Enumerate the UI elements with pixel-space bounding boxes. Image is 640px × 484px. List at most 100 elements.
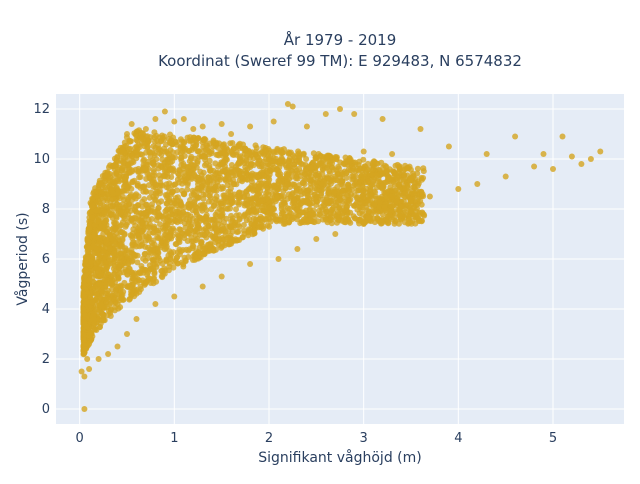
scatter-point (384, 195, 391, 202)
scatter-point (234, 161, 241, 168)
y-tick-label: 6 (42, 252, 50, 267)
scatter-point (86, 225, 93, 232)
scatter-point (205, 174, 212, 181)
scatter-point (285, 213, 292, 220)
scatter-point (280, 210, 287, 217)
y-tick-label: 0 (42, 402, 50, 417)
scatter-point (412, 179, 419, 186)
scatter-point (229, 217, 236, 224)
scatter-point (105, 226, 112, 232)
scatter-point (220, 185, 226, 192)
scatter-point (104, 312, 111, 319)
scatter-point (512, 133, 519, 140)
scatter-point (318, 192, 324, 199)
scatter-point (86, 366, 93, 372)
scatter-point (116, 258, 123, 265)
scatter-point (198, 172, 205, 179)
scatter-point (270, 155, 277, 162)
scatter-point (116, 202, 123, 209)
scatter-point (150, 276, 157, 283)
scatter-point (328, 197, 335, 204)
scatter-point (322, 111, 329, 117)
scatter-point (154, 253, 161, 260)
scatter-point (313, 179, 320, 186)
scatter-point (294, 151, 301, 158)
scatter-point (265, 191, 272, 198)
scatter-point (134, 151, 141, 158)
scatter-point (230, 152, 237, 158)
scatter-point (137, 286, 144, 293)
scatter-point (418, 189, 425, 196)
scatter-point (228, 162, 235, 168)
scatter-point (81, 319, 88, 326)
scatter-point (234, 237, 241, 244)
scatter-point (337, 106, 343, 112)
scatter-point (379, 211, 386, 217)
scatter-point (231, 168, 237, 175)
scatter-point (218, 213, 225, 220)
scatter-point (318, 187, 325, 194)
scatter-point (236, 171, 243, 178)
scatter-point (234, 193, 241, 200)
scatter-point (213, 151, 220, 158)
scatter-point (136, 222, 143, 229)
scatter-point (242, 167, 249, 174)
scatter-point (251, 228, 258, 235)
scatter-point (390, 173, 397, 180)
scatter-point (240, 222, 247, 228)
y-tick-label: 2 (42, 352, 50, 367)
scatter-point (106, 280, 113, 287)
scatter-point (84, 237, 91, 244)
scatter-point (120, 160, 127, 166)
scatter-point (174, 176, 181, 183)
scatter-point (198, 239, 205, 246)
scatter-point (262, 148, 269, 154)
scatter-point (289, 103, 296, 110)
scatter-point (540, 151, 547, 157)
scatter-point (302, 162, 309, 168)
scatter-point (151, 270, 158, 277)
scatter-point (271, 182, 277, 189)
scatter-point (129, 235, 136, 242)
scatter-point (81, 373, 88, 380)
scatter-point (193, 209, 200, 216)
scatter-point (213, 175, 220, 182)
scatter-point (145, 274, 152, 281)
scatter-point (373, 172, 380, 179)
scatter-point (183, 246, 190, 253)
scatter-point (320, 201, 327, 208)
scatter-point (168, 191, 174, 198)
scatter-point (301, 176, 308, 183)
scatter-point (135, 232, 142, 239)
scatter-point (294, 246, 301, 252)
scatter-point (101, 172, 108, 179)
scatter-point (550, 166, 556, 172)
scatter-point (132, 208, 139, 214)
scatter-point (568, 153, 575, 160)
scatter-point (359, 199, 366, 206)
scatter-point (270, 148, 277, 155)
scatter-point (215, 144, 221, 151)
scatter-point (148, 239, 155, 246)
scatter-point (86, 245, 93, 252)
scatter-point (84, 356, 91, 362)
scatter-point (282, 220, 288, 227)
scatter-point (187, 155, 194, 162)
scatter-point (167, 165, 174, 172)
scatter-point (164, 234, 171, 241)
scatter-point (276, 179, 282, 186)
scatter-point (328, 206, 335, 213)
scatter-point (97, 180, 104, 187)
scatter-point (283, 173, 290, 180)
scatter-point (228, 195, 235, 202)
scatter-point (129, 269, 135, 276)
scatter-point (111, 203, 118, 210)
scatter-point (406, 163, 413, 170)
scatter-point (333, 215, 340, 222)
scatter-point (230, 145, 237, 152)
scatter-point (275, 256, 282, 262)
scatter-point (200, 245, 207, 252)
scatter-point (242, 146, 249, 153)
scatter-point (143, 201, 149, 208)
